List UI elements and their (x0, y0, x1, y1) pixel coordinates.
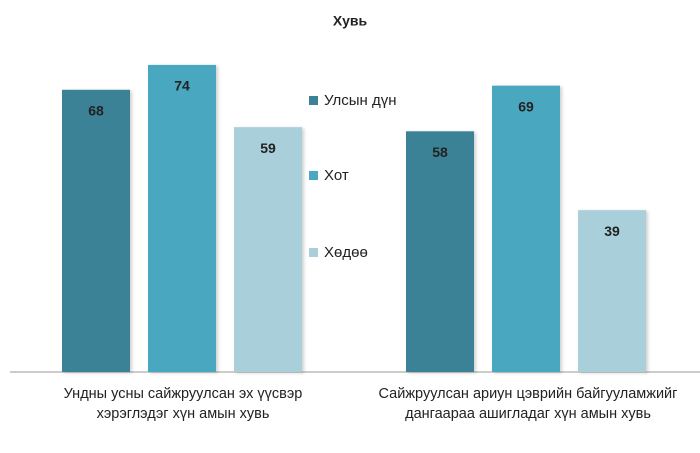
legend-swatch (309, 96, 318, 105)
legend-swatch (309, 171, 318, 180)
legend-label: Хот (324, 167, 349, 184)
data-label: 58 (432, 144, 448, 160)
bar (578, 210, 646, 372)
bar (234, 127, 302, 373)
bar (62, 89, 130, 373)
bar (406, 131, 474, 372)
bar (492, 85, 560, 373)
data-label: 69 (518, 98, 534, 114)
data-label: 68 (88, 103, 104, 119)
x-tick-label: Сайжруулсан ариун цэврийн байгууламжийг … (378, 386, 678, 422)
data-label: 59 (260, 140, 276, 156)
legend-label: Хөдөө (324, 244, 368, 261)
chart-title: Хувь (333, 13, 368, 29)
data-label: 74 (174, 78, 190, 94)
x-tick-label: Ундны усны сайжруулсан эх үүсвэр хэрэглэ… (63, 386, 303, 422)
data-label: 39 (604, 223, 620, 239)
legend-swatch (309, 248, 318, 257)
legend-label: Улсын дүн (324, 92, 397, 109)
bar (148, 64, 216, 373)
